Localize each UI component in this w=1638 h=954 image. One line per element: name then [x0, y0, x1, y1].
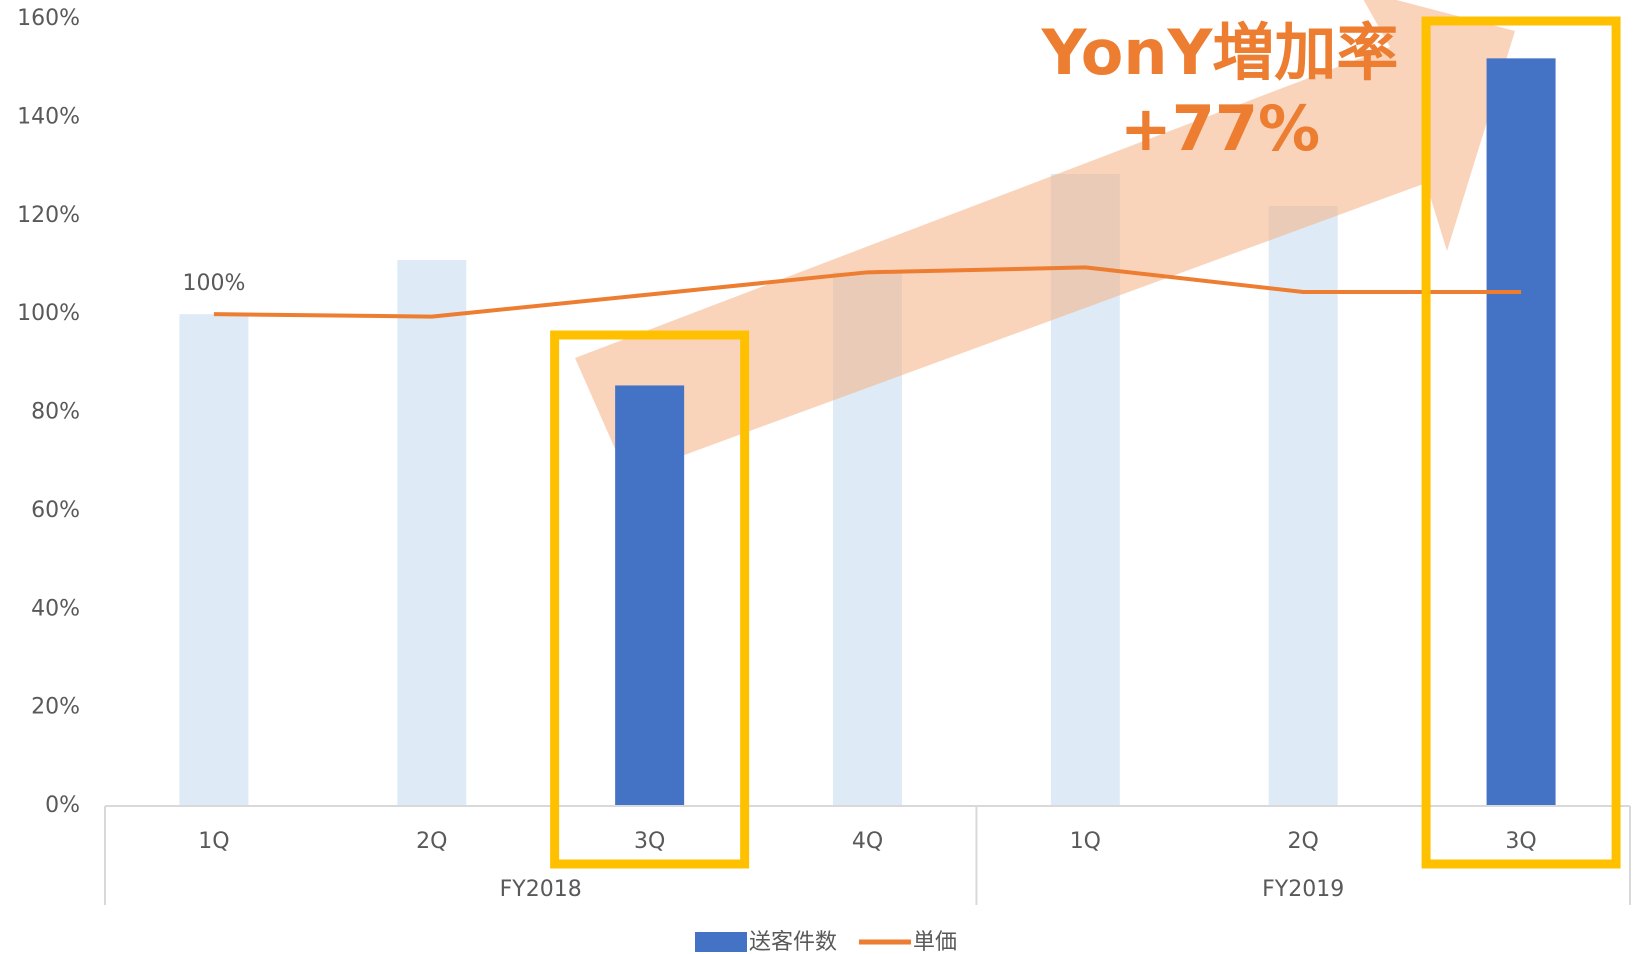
x-tick-label: 4Q — [852, 829, 883, 854]
y-tick-label: 120% — [17, 203, 80, 228]
y-tick-label: 0% — [45, 793, 80, 818]
highlight-box — [1421, 16, 1621, 869]
bar — [615, 385, 685, 806]
group-label: FY2018 — [500, 877, 582, 902]
trend-arrow — [575, 0, 1515, 476]
line — [213, 265, 1522, 319]
group-label: FY2019 — [1262, 877, 1344, 902]
bar — [1268, 205, 1338, 807]
y-tick-label: 60% — [31, 498, 80, 523]
annotation: YonY増加率 — [1041, 16, 1399, 89]
data-label: 100% — [182, 271, 245, 296]
legend-label: 単価 — [913, 930, 957, 954]
front: 0% 20% 40% 60% 80% 100% 120% 140% 160% 100% 1Q 2Q 3Q… — [17, 6, 1631, 954]
x-tick-label: 2Q — [1288, 829, 1319, 854]
legend-label: 送客件数 — [749, 930, 837, 954]
x-tick-label: 3Q — [634, 829, 665, 854]
bar — [179, 314, 249, 806]
annotation: +77% — [1120, 92, 1320, 165]
y-tick-label: 20% — [31, 695, 80, 720]
highlight-box — [550, 330, 750, 869]
legend-swatch — [695, 932, 747, 952]
x-tick-label: 1Q — [198, 829, 229, 854]
y-tick-label: 140% — [17, 104, 80, 129]
y-tick-label: 80% — [31, 400, 80, 425]
x-tick-label: 1Q — [1070, 829, 1101, 854]
x-tick-label: 2Q — [416, 829, 447, 854]
y-tick-label: 160% — [17, 6, 80, 31]
bar — [397, 260, 467, 806]
y-tick-label: 40% — [31, 596, 80, 621]
bar — [1486, 58, 1556, 807]
y-tick-label: 100% — [17, 301, 80, 326]
x-tick-label: 3Q — [1505, 829, 1536, 854]
